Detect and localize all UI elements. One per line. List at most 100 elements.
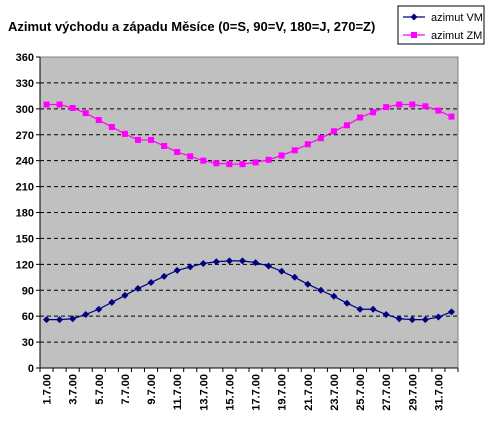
x-tick-label: 7.7.00 — [120, 374, 132, 405]
data-point-zm — [174, 149, 181, 156]
data-point-vm — [43, 316, 51, 324]
data-point-vm — [121, 291, 129, 299]
x-tick-label: 13.7.00 — [198, 374, 210, 411]
y-tick-label: 60 — [22, 311, 34, 323]
y-tick-label: 180 — [16, 208, 34, 220]
series-group — [43, 101, 455, 324]
data-point-zm — [161, 142, 168, 149]
data-point-zm — [82, 110, 89, 117]
data-point-vm — [317, 286, 325, 294]
data-point-zm — [330, 128, 337, 135]
data-point-zm — [200, 157, 207, 164]
data-point-zm — [278, 152, 285, 159]
data-point-vm — [421, 316, 429, 324]
plot-area — [40, 57, 458, 368]
data-point-zm — [43, 101, 50, 108]
data-point-vm — [69, 315, 77, 323]
data-point-zm — [409, 101, 416, 108]
x-tick-label: 23.7.00 — [329, 374, 341, 411]
data-point-zm — [95, 117, 102, 124]
data-point-vm — [108, 298, 116, 306]
data-point-zm — [291, 147, 298, 154]
data-point-vm — [343, 299, 351, 307]
data-point-vm — [225, 257, 233, 265]
y-tick-label: 210 — [16, 182, 34, 194]
y-tick-label: 90 — [22, 285, 34, 297]
data-point-zm — [121, 130, 128, 137]
data-point-vm — [291, 273, 299, 281]
y-tick-label: 330 — [16, 78, 34, 90]
data-point-vm — [395, 315, 403, 323]
data-point-vm — [199, 259, 207, 267]
data-point-vm — [408, 316, 416, 324]
data-point-vm — [278, 267, 286, 275]
data-point-vm — [238, 257, 246, 265]
data-point-zm — [357, 114, 364, 121]
data-point-zm — [370, 109, 377, 116]
x-tick-label: 9.7.00 — [146, 374, 158, 405]
y-tick-label: 30 — [22, 337, 34, 349]
x-tick-label: 29.7.00 — [407, 374, 419, 411]
chart-title: Azimut východu a západu Měsíce (0=S, 90=… — [8, 19, 375, 34]
x-tick-label: 11.7.00 — [172, 374, 184, 410]
legend-marker-vm — [410, 13, 418, 21]
x-tick-label: 27.7.00 — [381, 374, 393, 411]
y-tick-label: 360 — [16, 52, 34, 64]
data-point-vm — [382, 310, 390, 318]
x-tick-label: 15.7.00 — [224, 374, 236, 411]
data-point-zm — [435, 107, 442, 114]
data-point-zm — [396, 101, 403, 108]
data-point-vm — [304, 280, 312, 288]
data-point-vm — [186, 263, 194, 271]
legend-label-1: azimut VM — [431, 12, 483, 24]
legend-label-2: azimut ZM — [431, 30, 482, 42]
data-point-vm — [134, 285, 142, 293]
y-tick-label: 150 — [16, 233, 34, 245]
y-tick-label: 0 — [28, 363, 34, 375]
x-tick-label: 1.7.00 — [42, 374, 54, 405]
x-tick-label: 19.7.00 — [277, 374, 289, 411]
legend: azimut VM azimut ZM — [397, 5, 485, 45]
data-point-vm — [160, 272, 168, 280]
x-tick-label: 25.7.00 — [355, 374, 367, 411]
legend-marker-zm — [411, 32, 417, 38]
data-point-vm — [447, 308, 455, 316]
x-tick-label: 21.7.00 — [303, 374, 315, 411]
data-point-vm — [56, 316, 64, 324]
data-point-zm — [239, 161, 246, 168]
data-point-vm — [173, 266, 181, 274]
data-point-zm — [252, 159, 259, 166]
data-point-vm — [265, 262, 273, 270]
data-point-vm — [82, 310, 90, 318]
data-point-vm — [212, 258, 220, 266]
data-point-zm — [317, 135, 324, 142]
x-tick-label: 3.7.00 — [68, 374, 80, 405]
x-tick-label: 31.7.00 — [433, 374, 445, 411]
x-tick-label: 5.7.00 — [94, 374, 106, 405]
data-point-vm — [356, 305, 364, 313]
x-tick-label: 17.7.00 — [251, 374, 263, 411]
data-point-zm — [343, 122, 350, 129]
data-point-zm — [422, 103, 429, 110]
y-tick-label: 240 — [16, 156, 34, 168]
y-tick-label: 300 — [16, 104, 34, 116]
data-point-zm — [265, 156, 272, 163]
data-point-zm — [148, 136, 155, 143]
data-point-zm — [69, 104, 76, 111]
data-point-zm — [108, 123, 115, 130]
data-point-vm — [252, 259, 260, 267]
x-axis: 1.7.00 3.7.00 5.7.00 7.7.00 9.7.00 11.7.00 13.… — [39, 367, 459, 411]
data-point-vm — [330, 292, 338, 300]
data-point-zm — [383, 104, 390, 111]
data-point-zm — [56, 101, 63, 108]
data-point-zm — [213, 160, 220, 167]
data-point-vm — [369, 305, 377, 313]
data-point-vm — [147, 278, 155, 286]
data-point-zm — [226, 161, 233, 168]
y-tick-label: 120 — [16, 259, 34, 271]
data-point-zm — [134, 136, 141, 143]
data-point-zm — [448, 113, 455, 120]
data-point-vm — [434, 313, 442, 321]
y-axis: 0 30 60 90 120 150 180 210 240 270 300 330 360 — [16, 52, 41, 375]
